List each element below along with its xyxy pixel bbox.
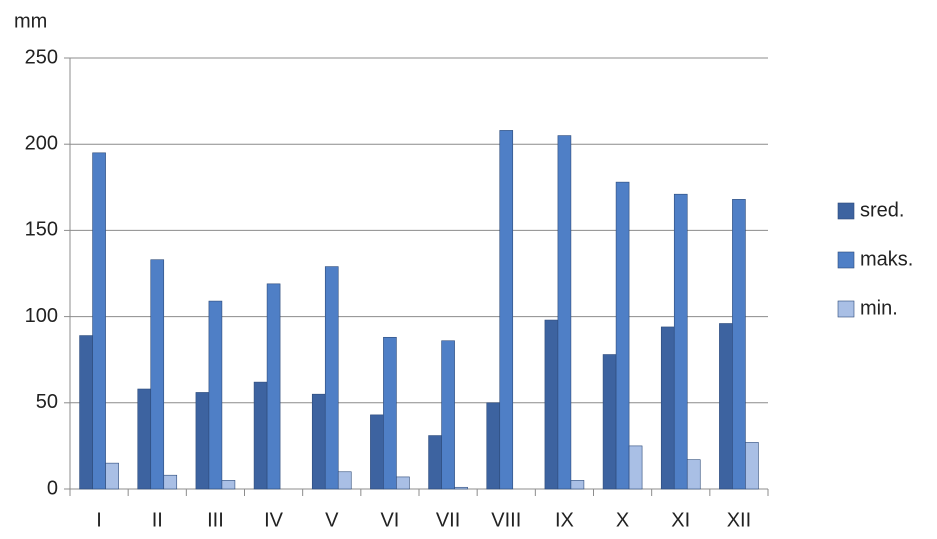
bar bbox=[428, 435, 442, 490]
bar bbox=[195, 392, 210, 490]
y-tick-label: 0 bbox=[47, 477, 58, 499]
bar bbox=[79, 335, 93, 490]
bar bbox=[570, 480, 585, 490]
bar bbox=[615, 181, 630, 490]
bar bbox=[324, 266, 339, 490]
legend-label: maks. bbox=[860, 248, 913, 270]
bar bbox=[602, 354, 617, 490]
x-tick-label: III bbox=[207, 509, 224, 531]
legend-swatch bbox=[837, 202, 855, 220]
x-tick-label: VII bbox=[436, 509, 460, 531]
bar bbox=[163, 474, 178, 490]
bar bbox=[396, 476, 410, 490]
bar bbox=[92, 152, 106, 490]
x-tick-label: XI bbox=[671, 509, 690, 531]
y-tick-label: 250 bbox=[25, 46, 58, 68]
bar bbox=[370, 414, 384, 490]
bar bbox=[311, 393, 326, 490]
bar bbox=[673, 193, 688, 490]
y-tick-label: 200 bbox=[25, 132, 58, 154]
bar bbox=[557, 135, 572, 490]
bar bbox=[337, 471, 352, 490]
x-tick-label: V bbox=[325, 509, 339, 531]
bar bbox=[660, 326, 675, 490]
bar bbox=[719, 323, 733, 490]
bar bbox=[732, 199, 746, 490]
x-tick-label: X bbox=[616, 509, 629, 531]
bar bbox=[499, 130, 514, 490]
legend-swatch bbox=[837, 300, 855, 318]
bar bbox=[454, 486, 468, 490]
x-tick-label: IX bbox=[555, 509, 574, 531]
bar bbox=[441, 340, 455, 490]
bar bbox=[544, 319, 559, 490]
y-tick-label: 50 bbox=[36, 391, 58, 413]
bar bbox=[221, 480, 236, 490]
y-tick-label: 100 bbox=[25, 305, 58, 327]
bar bbox=[150, 259, 165, 490]
x-tick-label: IV bbox=[264, 509, 284, 531]
x-tick-label: VIII bbox=[491, 509, 521, 531]
x-tick-label: XII bbox=[727, 509, 751, 531]
bar bbox=[208, 300, 223, 490]
y-tick-label: 150 bbox=[25, 219, 58, 241]
bar bbox=[486, 402, 501, 490]
x-tick-label: I bbox=[96, 509, 102, 531]
legend-label: min. bbox=[860, 297, 898, 319]
bar bbox=[105, 462, 119, 490]
bar bbox=[137, 388, 152, 490]
bar bbox=[686, 459, 701, 490]
bar bbox=[745, 442, 759, 490]
y-axis-label: mm bbox=[14, 10, 47, 32]
bar bbox=[383, 336, 397, 490]
x-tick-label: II bbox=[152, 509, 163, 531]
bar bbox=[266, 283, 281, 490]
legend-swatch bbox=[837, 251, 855, 269]
x-tick-label: VI bbox=[380, 509, 399, 531]
bar bbox=[253, 381, 268, 490]
legend-label: sred. bbox=[860, 199, 904, 221]
bar bbox=[628, 445, 643, 490]
